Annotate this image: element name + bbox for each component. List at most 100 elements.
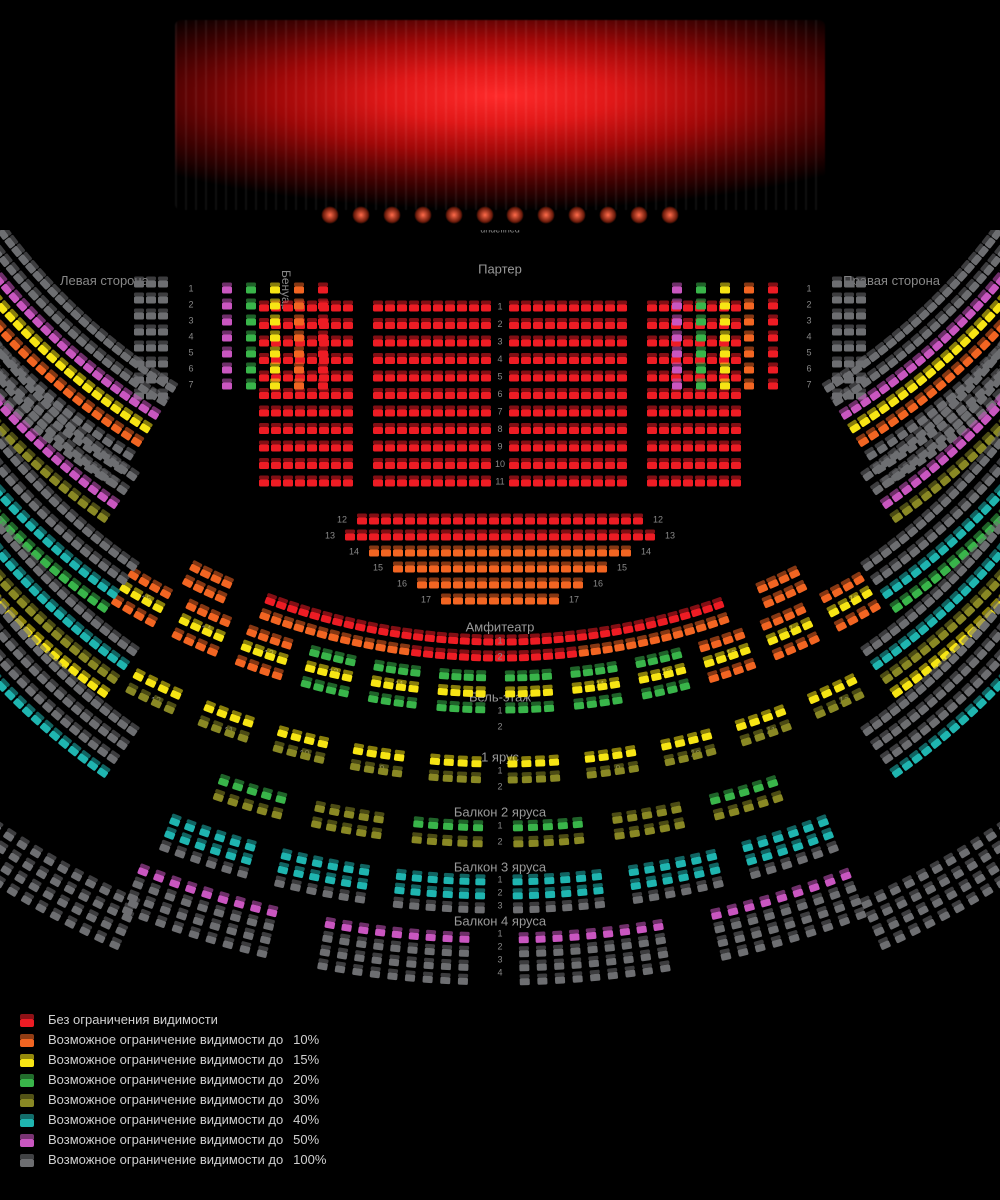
seat[interactable] <box>469 336 479 347</box>
seat[interactable] <box>707 670 720 683</box>
seat[interactable] <box>832 900 845 914</box>
seat[interactable] <box>902 875 916 889</box>
seat[interactable] <box>573 698 584 710</box>
seat[interactable] <box>106 902 120 916</box>
seat[interactable] <box>481 423 491 434</box>
seat[interactable] <box>6 883 20 898</box>
seat[interactable] <box>807 690 821 704</box>
seat[interactable] <box>425 900 436 912</box>
seat[interactable] <box>569 353 579 364</box>
seat[interactable] <box>318 331 328 342</box>
seat[interactable] <box>457 301 467 312</box>
seat[interactable] <box>634 656 646 669</box>
seat[interactable] <box>319 458 329 469</box>
seat[interactable] <box>481 371 491 382</box>
seat[interactable] <box>659 336 669 347</box>
seat[interactable] <box>283 406 293 417</box>
seat[interactable] <box>307 301 317 312</box>
seat[interactable] <box>385 301 395 312</box>
seat[interactable] <box>421 423 431 434</box>
seat[interactable] <box>678 607 691 620</box>
seat[interactable] <box>586 928 597 940</box>
seat[interactable] <box>782 607 796 621</box>
seat[interactable] <box>533 423 543 434</box>
seat[interactable] <box>453 514 463 525</box>
seat[interactable] <box>821 827 834 841</box>
seat[interactable] <box>528 874 538 885</box>
seat[interactable] <box>513 530 523 541</box>
seat[interactable] <box>393 530 403 541</box>
seat[interactable] <box>440 973 451 985</box>
seat[interactable] <box>481 336 491 347</box>
seat[interactable] <box>733 930 745 943</box>
seat[interactable] <box>387 968 398 980</box>
seat[interactable] <box>559 834 570 846</box>
seat[interactable] <box>549 514 559 525</box>
seat[interactable] <box>433 388 443 399</box>
seat[interactable] <box>143 895 156 909</box>
seat[interactable] <box>283 458 293 469</box>
seat[interactable] <box>313 679 325 692</box>
seat[interactable] <box>465 594 475 605</box>
seat[interactable] <box>759 617 772 631</box>
seat[interactable] <box>457 835 467 846</box>
seat[interactable] <box>659 353 669 364</box>
seat[interactable] <box>617 476 627 487</box>
seat[interactable] <box>94 929 108 943</box>
seat[interactable] <box>593 423 603 434</box>
seat[interactable] <box>704 743 717 756</box>
seat[interactable] <box>986 861 1000 876</box>
seat[interactable] <box>972 870 986 885</box>
seat[interactable] <box>621 546 631 557</box>
seat[interactable] <box>856 325 866 336</box>
seat[interactable] <box>683 476 693 487</box>
seat[interactable] <box>670 801 682 814</box>
seat[interactable] <box>585 562 595 573</box>
seat[interactable] <box>771 612 785 626</box>
seat[interactable] <box>475 702 485 713</box>
seat[interactable] <box>755 580 769 594</box>
seat[interactable] <box>393 514 403 525</box>
seat[interactable] <box>596 679 607 691</box>
seat[interactable] <box>569 406 579 417</box>
seat[interactable] <box>569 371 579 382</box>
seat[interactable] <box>109 936 123 950</box>
seat[interactable] <box>609 530 619 541</box>
seat[interactable] <box>275 597 288 611</box>
seat[interactable] <box>341 875 353 888</box>
seat[interactable] <box>611 747 623 759</box>
seat[interactable] <box>683 423 693 434</box>
seat[interactable] <box>696 363 706 374</box>
seat[interactable] <box>318 379 328 390</box>
seat[interactable] <box>356 825 368 837</box>
seat[interactable] <box>621 530 631 541</box>
seat[interactable] <box>578 898 589 910</box>
seat[interactable] <box>343 441 353 452</box>
seat[interactable] <box>683 388 693 399</box>
seat[interactable] <box>529 902 539 913</box>
seat[interactable] <box>569 336 579 347</box>
seat[interactable] <box>373 406 383 417</box>
seat[interactable] <box>134 277 144 288</box>
seat[interactable] <box>450 685 461 697</box>
seat[interactable] <box>385 661 397 673</box>
seat[interactable] <box>242 798 255 811</box>
seat[interactable] <box>56 894 70 908</box>
seat[interactable] <box>465 546 475 557</box>
seat[interactable] <box>343 616 355 629</box>
seat[interactable] <box>115 923 129 937</box>
seat[interactable] <box>309 607 322 620</box>
seat[interactable] <box>617 423 627 434</box>
seat[interactable] <box>696 315 706 326</box>
seat[interactable] <box>545 458 555 469</box>
seat[interactable] <box>210 720 223 734</box>
seat[interactable] <box>533 441 543 452</box>
seat[interactable] <box>433 458 443 469</box>
seat[interactable] <box>683 458 693 469</box>
seat[interactable] <box>647 318 657 329</box>
seat[interactable] <box>893 929 907 943</box>
seat[interactable] <box>240 639 253 653</box>
seat[interactable] <box>744 347 754 358</box>
seat[interactable] <box>773 704 786 718</box>
seat[interactable] <box>768 379 778 390</box>
